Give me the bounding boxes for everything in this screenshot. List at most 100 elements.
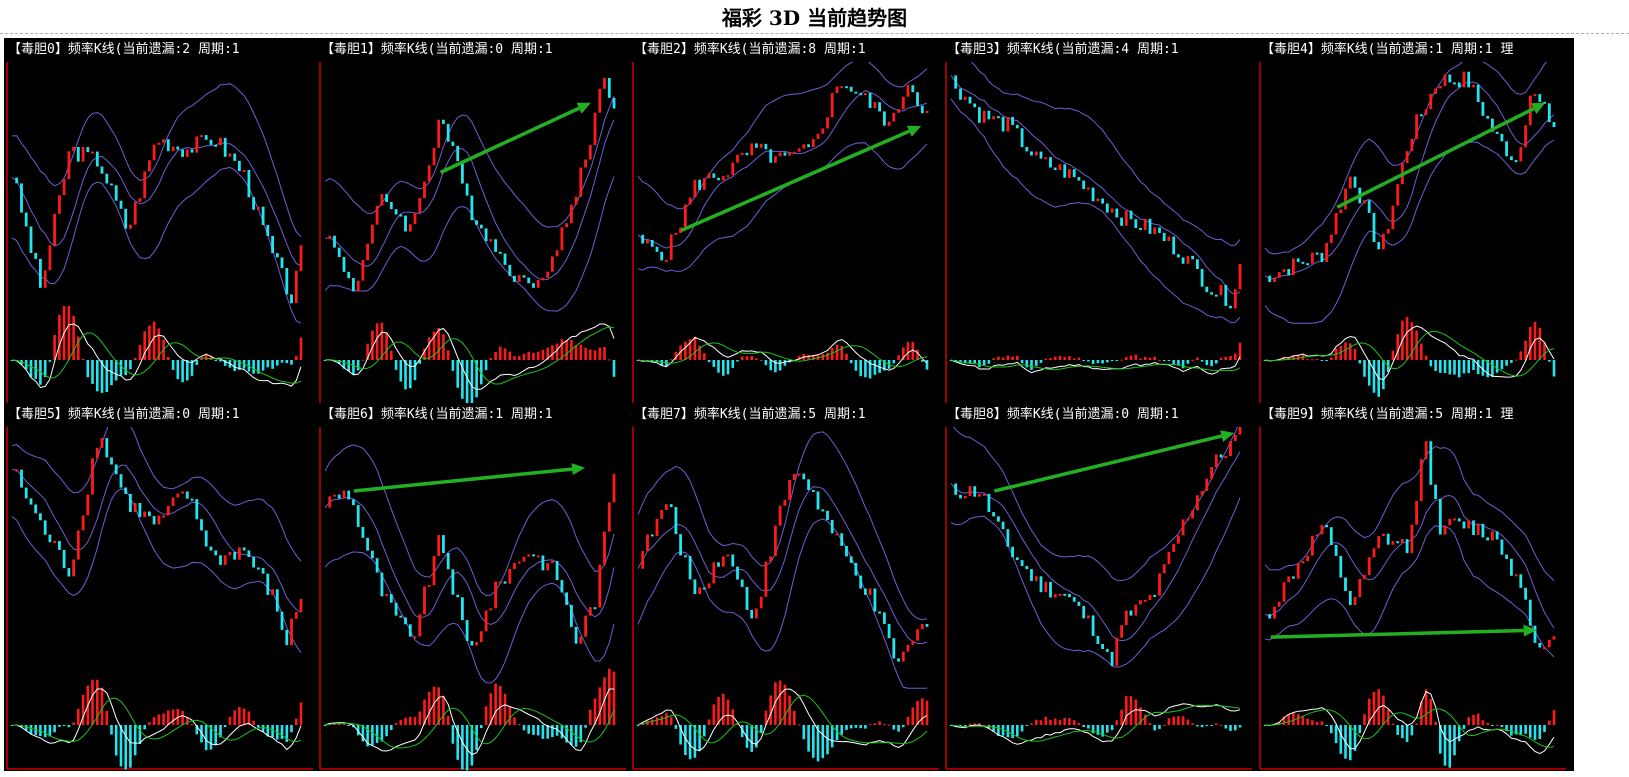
- macd-bar: [1129, 355, 1133, 360]
- macd-bar: [1519, 351, 1523, 360]
- candle: [1153, 227, 1157, 234]
- candle: [588, 607, 592, 616]
- macd-bar: [371, 330, 374, 360]
- candle: [1205, 478, 1209, 491]
- macd-bar: [560, 725, 564, 739]
- macd-bar: [1382, 360, 1385, 390]
- candle: [252, 557, 255, 568]
- candle: [1543, 647, 1546, 650]
- candle: [100, 166, 104, 174]
- candle: [470, 640, 474, 646]
- candle: [1538, 94, 1542, 102]
- macd-bar: [1401, 725, 1404, 739]
- candle: [190, 149, 194, 153]
- candle: [39, 513, 42, 521]
- macd-bar: [797, 356, 801, 360]
- candle: [555, 561, 559, 580]
- upper-band: [11, 427, 302, 562]
- candle: [1429, 93, 1433, 110]
- macd-bar: [688, 725, 692, 760]
- candle: [759, 143, 763, 148]
- macd-bar: [190, 724, 194, 725]
- panel-title: 【毒胆7】频率K线(当前遗漏:5 周期:1: [634, 407, 866, 422]
- candle: [418, 614, 422, 637]
- macd-bar: [797, 724, 801, 726]
- candle: [29, 498, 33, 505]
- panel-title: 【毒胆2】频率K线(当前遗漏:8 周期:1: [634, 42, 866, 57]
- candle: [1233, 289, 1237, 309]
- candle: [76, 147, 80, 162]
- candle: [797, 473, 801, 476]
- macd-bar: [598, 347, 602, 360]
- candle: [352, 278, 355, 292]
- macd-bar: [100, 360, 104, 393]
- candle: [280, 257, 284, 269]
- macd-bar: [53, 334, 56, 360]
- macd-bar: [740, 725, 744, 738]
- candle: [1344, 577, 1347, 591]
- candle: [607, 78, 611, 98]
- trend-arrow-line: [353, 467, 573, 493]
- candle: [1533, 625, 1537, 643]
- candle: [1011, 117, 1014, 125]
- candle: [1462, 71, 1466, 88]
- candle: [114, 185, 118, 201]
- candle: [1415, 501, 1418, 525]
- macd-bar: [1287, 357, 1290, 360]
- macd-bar: [100, 687, 104, 725]
- candle: [166, 139, 170, 152]
- candle: [185, 149, 189, 157]
- macd-bar: [1044, 358, 1048, 360]
- macd-bar: [77, 708, 80, 725]
- candle: [15, 469, 19, 472]
- macd-bar: [484, 360, 488, 371]
- candle: [774, 156, 777, 163]
- macd-bar: [821, 725, 825, 759]
- macd-bar: [110, 360, 113, 386]
- macd-bar: [171, 360, 175, 370]
- candle: [665, 259, 668, 262]
- candle: [484, 228, 488, 242]
- macd-bar: [461, 725, 464, 770]
- macd-bar: [442, 695, 445, 725]
- candle: [603, 78, 606, 89]
- macd-bar: [489, 358, 493, 360]
- macd-bar: [1205, 360, 1209, 365]
- macd-bar: [1039, 360, 1043, 363]
- candle: [954, 483, 958, 495]
- macd-bar: [769, 360, 772, 371]
- macd-bar: [878, 721, 881, 725]
- macd-bar: [1053, 718, 1057, 725]
- candle: [607, 502, 611, 532]
- middle-band: [324, 496, 615, 626]
- macd-bar: [750, 725, 753, 752]
- candle: [34, 504, 38, 514]
- macd-bar: [992, 358, 995, 360]
- candle: [1039, 151, 1043, 159]
- macd-bar: [143, 331, 146, 360]
- candle: [1044, 581, 1048, 593]
- macd-bar: [778, 360, 782, 371]
- macd-bar: [29, 360, 33, 377]
- candle: [788, 479, 791, 500]
- candle: [446, 553, 450, 570]
- candle: [1372, 212, 1376, 242]
- macd-bar: [96, 360, 99, 392]
- macd-bar: [1453, 725, 1456, 756]
- macd-bar: [532, 352, 535, 360]
- candle: [1105, 203, 1109, 213]
- candle: [978, 494, 981, 497]
- candle: [456, 594, 460, 598]
- macd-bar: [717, 697, 720, 725]
- candle: [868, 588, 872, 595]
- candle: [1405, 151, 1409, 163]
- macd-bar: [124, 725, 127, 770]
- candle: [1410, 139, 1414, 152]
- macd-bar: [39, 360, 42, 385]
- macd-bar: [480, 360, 483, 385]
- chart-panel-2: 【毒胆2】频率K线(当前遗漏:8 周期:1: [630, 38, 947, 406]
- macd-bar: [157, 714, 161, 725]
- macd-bar: [1082, 360, 1085, 361]
- candle: [20, 183, 23, 213]
- candle: [1167, 551, 1171, 565]
